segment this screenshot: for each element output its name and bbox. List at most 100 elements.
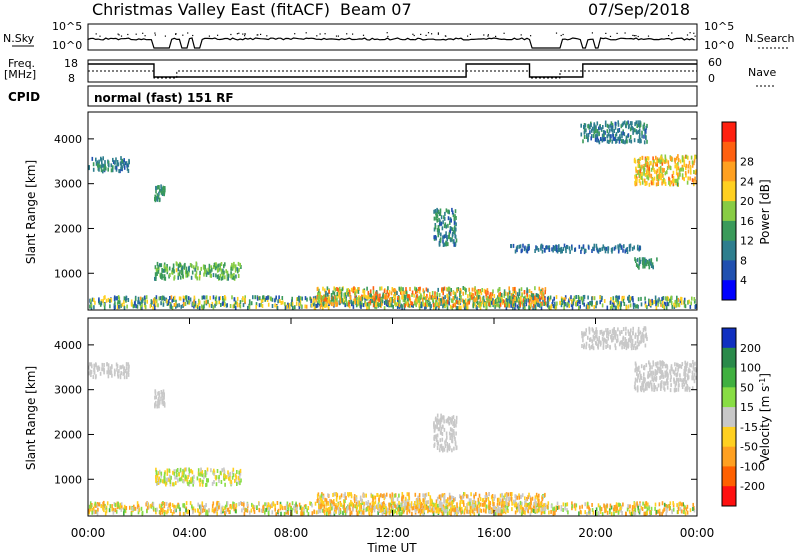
range-cell [601,138,604,143]
range-cell [627,133,630,138]
range-cell [401,492,404,496]
range-cell [478,493,481,498]
range-cell [271,297,274,302]
range-cell [330,302,333,307]
range-cell [683,303,686,308]
range-cell [599,295,601,300]
range-cell [453,421,456,426]
range-cell [335,492,338,497]
range-cell [447,234,450,239]
range-cell [445,240,447,245]
range-cell [377,510,379,515]
range-cell [438,494,441,499]
range-cell [234,478,236,483]
range-cell [113,295,116,300]
range-cell [438,297,440,302]
range-cell [488,500,490,505]
range-cell [348,292,350,297]
range-cell [444,234,447,238]
range-cell [663,168,665,172]
range-cell [644,163,647,168]
range-cell [350,287,353,292]
range-cell [379,300,382,305]
range-cell [344,492,346,497]
range-cell [201,482,204,487]
range-cell [163,504,166,509]
range-cell [417,503,419,508]
range-cell [163,403,166,408]
range-cell [315,510,318,515]
range-cell [689,508,692,513]
range-cell [626,507,629,512]
range-cell [507,294,509,299]
range-cell [162,187,164,192]
range-cell [197,509,200,513]
range-cell [643,511,646,516]
range-cell [679,507,682,512]
range-cell [259,296,261,301]
range-cell [630,296,633,301]
range-cell [137,296,140,301]
range-cell [130,302,133,307]
range-cell [103,508,105,513]
range-cell [228,510,230,514]
range-cell [324,497,326,502]
range-cell [481,288,483,292]
range-cell [541,497,544,501]
range-cell [422,299,424,304]
range-cell [344,495,346,500]
colorbar-tick-label: 4 [740,274,747,287]
range-cell [615,132,618,137]
range-cell [449,304,452,309]
range-cell [224,506,226,511]
range-cell [539,297,541,302]
range-cell [157,398,159,403]
range-cell [231,273,233,278]
range-cell [599,506,601,511]
range-cell [419,289,421,294]
range-cell [490,297,493,302]
range-cell [453,419,456,423]
range-cell [161,187,163,192]
range-cell [641,180,644,185]
range-cell [500,293,503,298]
range-cell [323,508,325,513]
range-cell [484,502,487,507]
range-cell [443,419,445,424]
range-cell [495,300,498,305]
range-cell [224,482,226,487]
range-cell [642,178,644,183]
range-cell [110,163,113,168]
range-cell [416,294,418,299]
range-cell [629,298,631,303]
range-cell [172,470,174,475]
range-cell [316,287,319,292]
range-cell [325,507,328,512]
range-cell [524,496,526,501]
range-cell [89,298,92,303]
colorbar-swatch [722,201,736,222]
range-cell [439,500,442,505]
range-cell [618,301,620,306]
range-cell [593,243,596,248]
range-cell [433,436,435,441]
range-cell [233,304,236,309]
range-cell [100,168,103,173]
range-cell [265,507,268,512]
range-cell [432,506,435,511]
range-cell [534,495,537,500]
range-cell [616,301,619,306]
range-cell [687,375,690,380]
range-cell [211,267,213,272]
range-cell [427,500,429,505]
range-cell [611,139,614,144]
range-cell [606,139,609,144]
range-cell [479,508,481,513]
range-cell [354,504,357,509]
range-cell [186,300,189,305]
range-cell [479,302,482,307]
range-cell [159,263,161,268]
range-cell [493,501,495,506]
range-cell [227,473,230,478]
range-cell [327,501,330,506]
